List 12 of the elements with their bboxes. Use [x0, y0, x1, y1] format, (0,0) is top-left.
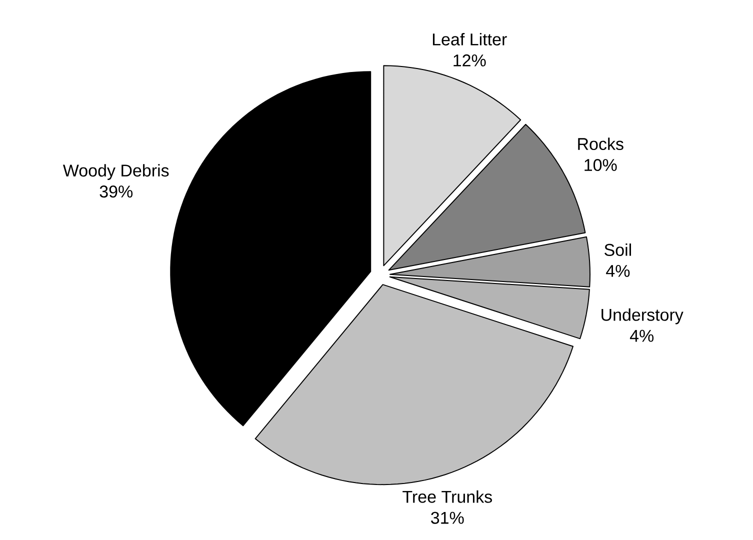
- data-label: 10%: [584, 159, 617, 172]
- slice-label: Leaf Litter: [432, 32, 507, 46]
- slice-label: Rocks: [578, 138, 624, 150]
- slice-label: Understory: [602, 308, 684, 324]
- data-label: 4%: [630, 330, 654, 342]
- data-label: 39%: [100, 186, 133, 198]
- data-label: 4%: [606, 265, 630, 277]
- slice-label: Soil: [604, 243, 631, 256]
- slice-label: Woody Debris: [62, 164, 169, 180]
- slice-label: Tree Trunks: [402, 490, 492, 503]
- data-label: 12%: [454, 54, 486, 66]
- data-label: 31%: [431, 512, 464, 524]
